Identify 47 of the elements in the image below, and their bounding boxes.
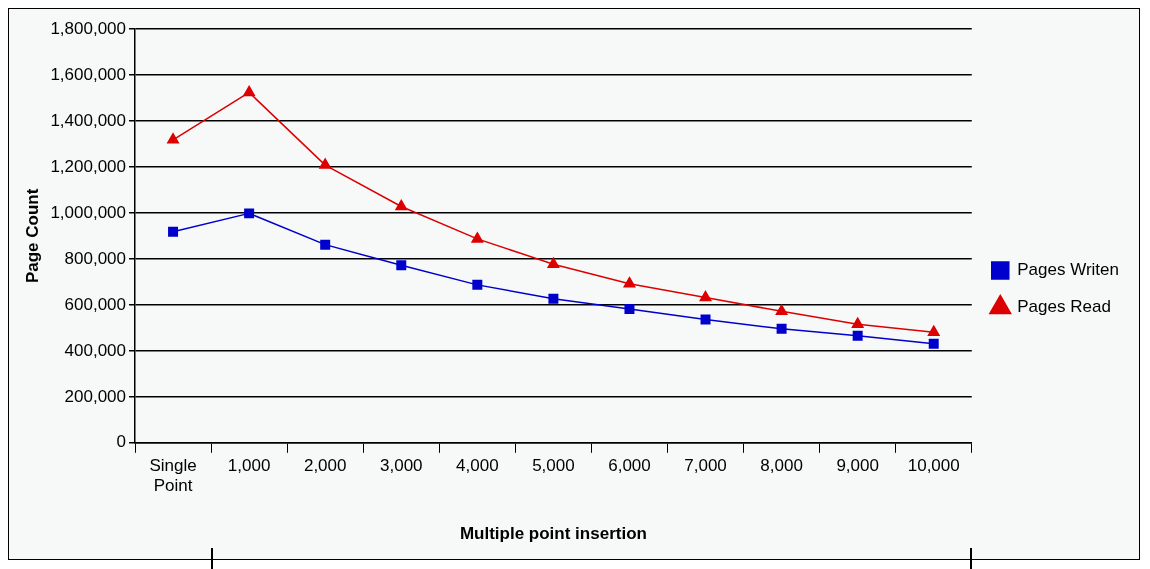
point — [852, 330, 863, 341]
x-tick-label: 4,000 — [456, 455, 499, 475]
y-tick-label: 1,400,000 — [50, 110, 127, 130]
y-tick-label: 1,600,000 — [50, 64, 127, 84]
y-tick-label: 400,000 — [64, 340, 127, 360]
x-tick-label: 8,000 — [760, 455, 803, 475]
x-tick-label: 9,000 — [836, 455, 879, 475]
x-tick-label: 6,000 — [608, 455, 651, 475]
point — [699, 290, 712, 302]
x-axis-title: Multiple point insertion — [459, 524, 647, 544]
y-tick-label: 1,000,000 — [50, 202, 127, 222]
point — [623, 276, 636, 288]
y-tick-label: 0 — [116, 432, 127, 452]
point — [624, 304, 635, 314]
point — [851, 317, 864, 328]
point — [471, 232, 484, 243]
point — [548, 293, 559, 304]
point — [547, 257, 560, 268]
point — [700, 314, 711, 325]
y-axis-title: Page Count — [22, 188, 42, 284]
y-tick-label: 1,200,000 — [50, 156, 127, 176]
point — [776, 323, 787, 334]
x-tick-label: 1,000 — [227, 455, 271, 475]
y-tick-label: 800,000 — [64, 248, 127, 268]
legend-label: Pages Read — [1017, 297, 1111, 317]
y-tick-label: 200,000 — [64, 386, 127, 406]
y-tick-label: 600,000 — [64, 294, 127, 314]
x-tick-label: 2,000 — [303, 455, 347, 475]
point — [928, 338, 939, 349]
legend-label: Pages Writen — [1017, 260, 1119, 280]
point — [395, 199, 408, 211]
point — [319, 158, 332, 169]
point — [244, 208, 255, 219]
point — [243, 85, 256, 97]
x-tick-label: 10,000 — [907, 455, 960, 475]
x-tick-label: 3,000 — [379, 455, 423, 475]
point — [927, 325, 940, 336]
x-tick-label: Single Point — [149, 455, 197, 496]
point — [320, 239, 331, 250]
x-tick-label: 7,000 — [684, 455, 727, 475]
point — [472, 279, 483, 290]
point — [396, 260, 407, 271]
x-tick-label: 5,000 — [532, 455, 575, 475]
point — [168, 226, 179, 237]
point — [775, 304, 788, 316]
y-tick-label: 1,800,000 — [50, 18, 127, 38]
point — [167, 133, 180, 144]
